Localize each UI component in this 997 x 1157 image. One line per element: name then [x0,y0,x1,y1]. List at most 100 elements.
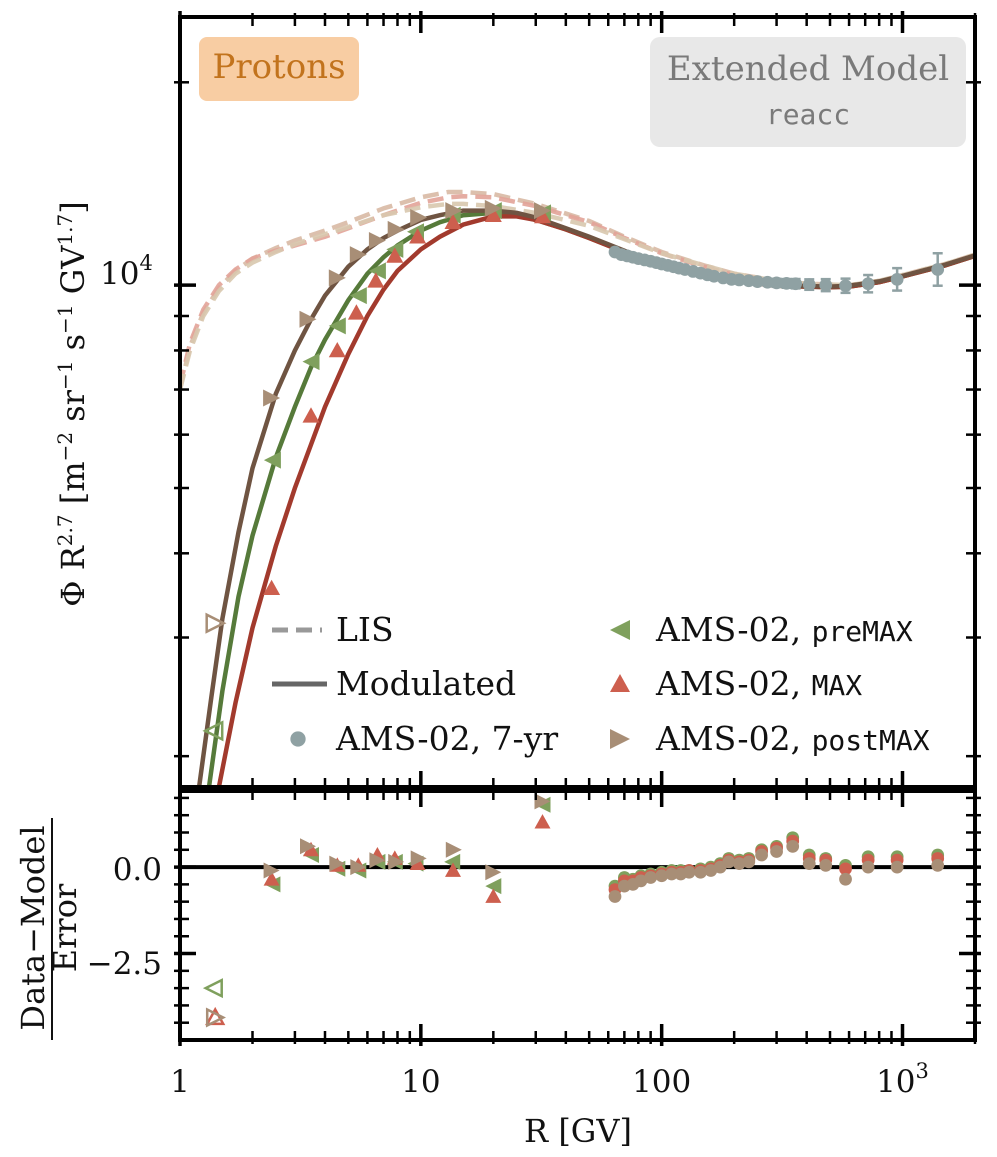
legend-label-mono: postMAX [812,724,930,757]
point-ams-02-max [444,213,462,229]
ylabel-exp1: 2.7 [53,514,77,546]
ylabel-exp5: 1.7 [53,214,77,246]
legend-label-text: AMS-02, 7-yr [335,719,558,758]
point-ams-02-max [302,407,320,423]
x-tick-labels: 1 10 100 103 [170,1059,929,1100]
legend-label: AMS-02, preMAX [655,610,913,649]
point-ams-02-7-yr [761,275,774,289]
legend-label: AMS-02, postMAX [655,719,930,758]
point-ams-02-premax [368,262,386,280]
residual-residual-MAX [263,871,280,886]
point-ams-02-postmax [484,199,502,217]
point-ams-02-postmax [299,310,317,328]
ylabel-gv: GV [54,245,92,305]
bottom-frame [178,789,977,1042]
point-ams-02-7-yr [890,272,904,286]
legend-label: AMS-02, 7-yr [335,719,558,758]
residual-residual-preMAX [202,978,223,999]
ylabel-open: [m [54,461,92,514]
residual-residual-7-yr-postmax [839,872,852,886]
residual-residual-postMAX [534,793,551,810]
axes-frames [174,11,981,1046]
legend-marker [610,674,630,692]
residual-residual-7-yr-postmax [682,865,696,879]
protons-label: Protons [212,47,345,87]
residual-residual-7-yr-postmax [694,865,707,879]
protons-label-box: Protons [199,37,359,101]
residual-residual-7-yr-postmax [742,855,756,869]
residual-residual-7-yr-postmax [608,890,622,903]
top-ylabel: Φ R2.7 [m−2 sr−1 s−1 GV1.7] [53,201,92,606]
point-ams-02-max [534,207,551,224]
bottom-ytick-0: 0.0 [113,852,162,888]
legend-marker [290,731,306,747]
residual-residual-7-yr-postmax [755,848,768,862]
point-ams-02-7-yr [931,263,945,276]
protons-label-bg [199,37,359,101]
residual-residual-7-yr-postmax [802,857,816,870]
point-ams-02-7-yr [789,277,803,291]
point-ams-02-max [367,272,385,288]
point-ams-02-postmax [263,389,281,407]
residual-residual-postMAX [485,864,502,881]
residual-residual-MAX [485,888,502,903]
point-ams-02-7-yr [780,277,793,290]
residual-residual-7-yr-postmax [634,874,648,888]
legend-label-mono: preMAX [812,615,913,648]
residual-residual-postMAX [263,862,280,879]
point-ams-02-postmax [368,232,386,249]
x-tick-label: 10 [401,1064,440,1100]
top-ytick-label: 104 [100,251,153,292]
residual-residual-7-yr-postmax [861,860,875,874]
residual-residual-7-yr-max [839,862,852,876]
residual-residual-postMAX [329,855,346,872]
ylabel-close: ] [54,201,92,213]
point-ams-02-max [409,228,427,244]
x-tick-base: 10 [876,1064,915,1100]
ylabel-exp2: −2 [53,432,77,461]
point-ams-02-7-yr [770,276,783,290]
bottom-ylabel-den: Error [46,883,84,972]
point-ams-02-max [347,304,365,320]
ylabel-exp3: −1 [53,361,77,390]
residual-residual-7-yr-postmax [722,855,736,869]
residual-residual-MAX [303,841,319,857]
point-ams-02-postmax [328,269,346,287]
x-axis-title: R [GV] [524,1112,632,1150]
residual-residual-7-yr-postmax [665,867,679,881]
legend-label-text: Modulated [336,664,516,703]
x-tick-exp: 3 [916,1059,929,1083]
point-ams-02-postmax [445,202,463,220]
top-frame [178,15,977,789]
point-ams-02-premax [202,720,224,742]
bottom-ytick-neg25: −2.5 [87,946,162,982]
legend-label: AMS-02, MAX [655,664,862,703]
point-ams-02-max [484,206,502,222]
model-label-bg [650,37,966,147]
residual-residual-7-yr-postmax [890,860,904,874]
bottom-plot-area [180,793,975,1028]
model-title: Extended Model [667,49,949,89]
point-ams-02-max [386,247,404,263]
ylabel-sr: sr [54,389,92,432]
legend-label-text: AMS-02, [655,664,812,703]
residual-residual-preMAX [444,853,461,870]
legend-label-mono: MAX [812,669,863,702]
point-ams-02-postmax [410,209,428,226]
legend-marker [610,729,630,749]
ytick-exp: 4 [139,251,152,275]
legend-label: LIS [336,610,394,649]
residual-residual-preMAX [485,878,502,895]
bottom-panel [180,793,975,1028]
x-tick-label: 100 [632,1064,691,1100]
residual-residual-7-yr-postmax [931,858,945,872]
bottom-ylabel-num: Data−Model [14,825,52,1030]
residual-residual-7-yr-postmax [786,839,800,853]
residual-residual-postMAX [350,859,367,876]
ylabel-exp4: −1 [53,304,77,333]
legend-label-text: AMS-02, [655,610,812,649]
ytick-base: 10 [100,256,139,292]
point-ams-02-postmax [349,246,367,264]
point-ams-02-premax [328,317,346,335]
